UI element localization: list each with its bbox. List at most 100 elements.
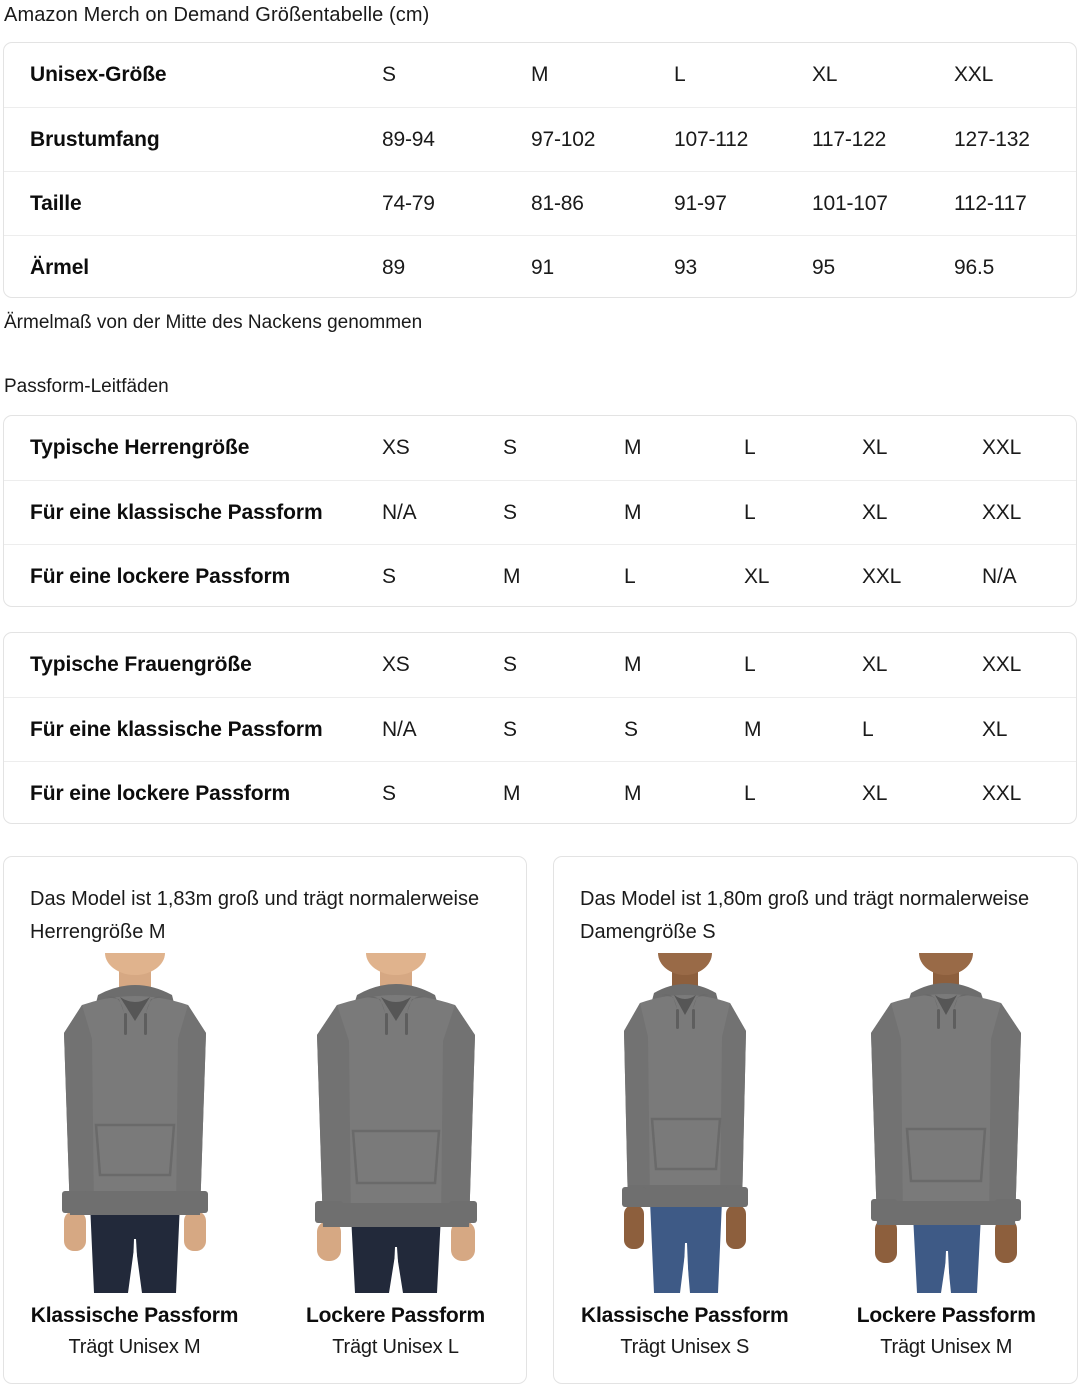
cell: XXL	[982, 500, 1022, 524]
fit-name: Lockere Passform	[306, 1304, 485, 1327]
cell: S	[624, 717, 638, 741]
fit-wears: Trägt Unisex L	[332, 1336, 459, 1358]
cell: L	[744, 436, 756, 459]
mens-fit-guide-table: Typische Herrengröße XS S M L XL XXL Für…	[3, 415, 1077, 607]
table-row: Für eine klassische Passform N/A S S M L…	[4, 697, 1076, 761]
cell: S	[503, 436, 517, 459]
page-title: Amazon Merch on Demand Größentabelle (cm…	[4, 4, 430, 26]
model-photo-womens-relaxed	[831, 953, 1061, 1293]
row-label: Taille	[30, 191, 82, 215]
row-cells: 89 91 93 95 96.5	[4, 236, 1076, 297]
cell: XS	[382, 436, 410, 459]
male-model-relaxed-fit-illustration	[314, 953, 477, 1293]
cell: 89	[382, 255, 405, 279]
cell: 95	[812, 255, 835, 279]
cell: M	[744, 717, 762, 741]
cell: M	[624, 436, 642, 459]
cell: XXL	[982, 781, 1022, 805]
cell: L	[744, 500, 756, 524]
row-label: Für eine klassische Passform	[30, 717, 323, 741]
cell: XL	[982, 717, 1008, 741]
cell: L	[744, 653, 756, 676]
row-label: Unisex-Größe	[30, 63, 167, 86]
female-model-relaxed-fit-illustration	[871, 953, 1022, 1293]
cell: L	[744, 781, 756, 805]
cell: M	[531, 63, 549, 86]
table-row: Ärmel 89 91 93 95 96.5	[4, 235, 1076, 297]
cell: M	[624, 781, 642, 805]
fit-name: Lockere Passform	[856, 1304, 1036, 1327]
cell: 91-97	[674, 191, 727, 215]
cell: 107-112	[674, 127, 749, 151]
fit-wears: Trägt Unisex M	[68, 1336, 201, 1358]
model-caption: Das Model ist 1,80m groß und trägt norma…	[580, 888, 1030, 943]
table-row: Brustumfang 89-94 97-102 107-112 117-122…	[4, 107, 1076, 171]
cell: M	[624, 500, 642, 524]
model-label-classic: Klassische Passform Trägt Unisex M	[4, 1301, 265, 1363]
cell: S	[382, 781, 396, 805]
table-row: Für eine klassische Passform N/A S M L X…	[4, 480, 1076, 544]
cell: 74-79	[382, 191, 435, 215]
model-label-relaxed: Lockere Passform Trägt Unisex M	[816, 1301, 1078, 1363]
model-figure-row	[554, 953, 1077, 1293]
cell: 117-122	[812, 127, 887, 151]
row-label: Ärmel	[30, 255, 90, 279]
table-row: Für eine lockere Passform S M M L XL XXL	[4, 761, 1076, 823]
fit-guides-title: Passform-Leitfäden	[4, 376, 169, 397]
cell: XS	[382, 653, 410, 676]
row-label: Typische Frauengröße	[30, 653, 252, 676]
womens-fit-guide-table: Typische Frauengröße XS S M L XL XXL Für…	[3, 632, 1077, 824]
cell: N/A	[382, 717, 417, 741]
cell: L	[624, 564, 636, 588]
model-label-relaxed: Lockere Passform Trägt Unisex L	[265, 1301, 526, 1363]
cell: M	[503, 564, 521, 588]
table-row: Typische Herrengröße XS S M L XL XXL	[4, 416, 1076, 480]
cell: L	[674, 63, 686, 86]
model-photo-mens-relaxed	[281, 953, 511, 1293]
cell: 89-94	[382, 127, 435, 151]
cell: M	[503, 781, 521, 805]
male-model-classic-fit-illustration	[61, 953, 208, 1293]
model-figure-row	[4, 953, 526, 1293]
table-row: Unisex-Größe S M L XL XXL	[4, 43, 1076, 107]
row-label: Für eine lockere Passform	[30, 564, 291, 588]
cell: XXL	[982, 436, 1022, 459]
fit-name: Klassische Passform	[30, 1304, 239, 1327]
cell: S	[503, 717, 517, 741]
fit-name: Klassische Passform	[581, 1304, 789, 1327]
row-label: Für eine klassische Passform	[30, 500, 323, 524]
cell: 127-132	[954, 127, 1030, 151]
cell: XL	[862, 653, 888, 676]
mens-model-card: Das Model ist 1,83m groß und trägt norma…	[3, 856, 527, 1384]
cell: S	[382, 564, 396, 588]
cell: N/A	[982, 564, 1017, 588]
female-model-classic-fit-illustration	[621, 953, 748, 1293]
cell: S	[503, 500, 517, 524]
cell: 97-102	[531, 127, 596, 151]
model-label-row: Klassische Passform Trägt Unisex S Locke…	[554, 1301, 1077, 1363]
row-cells: 89-94 97-102 107-112 117-122 127-132	[4, 108, 1076, 171]
model-photo-womens-classic	[570, 953, 800, 1293]
cell: XL	[862, 436, 888, 459]
cell: 112-117	[954, 191, 1027, 215]
cell: 91	[531, 255, 554, 279]
row-label: Typische Herrengröße	[30, 436, 250, 459]
cell: S	[503, 653, 517, 676]
model-label-classic: Klassische Passform Trägt Unisex S	[554, 1301, 816, 1363]
cell: XXL	[862, 564, 902, 588]
model-caption: Das Model ist 1,83m groß und trägt norma…	[30, 888, 480, 943]
cell: L	[862, 717, 874, 741]
row-cells: 74-79 81-86 91-97 101-107 112-117	[4, 172, 1076, 235]
sleeve-measurement-note: Ärmelmaß von der Mitte des Nackens genom…	[4, 312, 423, 333]
cell: XL	[812, 63, 838, 86]
table-row: Typische Frauengröße XS S M L XL XXL	[4, 633, 1076, 697]
model-label-row: Klassische Passform Trägt Unisex M Locke…	[4, 1301, 526, 1363]
fit-wears: Trägt Unisex S	[620, 1336, 750, 1358]
cell: XL	[862, 781, 888, 805]
cell: XXL	[982, 653, 1022, 676]
row-label: Brustumfang	[30, 127, 160, 151]
table-row: Taille 74-79 81-86 91-97 101-107 112-117	[4, 171, 1076, 235]
cell: N/A	[382, 500, 417, 524]
model-photo-mens-classic	[20, 953, 250, 1293]
table-row: Für eine lockere Passform S M L XL XXL N…	[4, 544, 1076, 606]
